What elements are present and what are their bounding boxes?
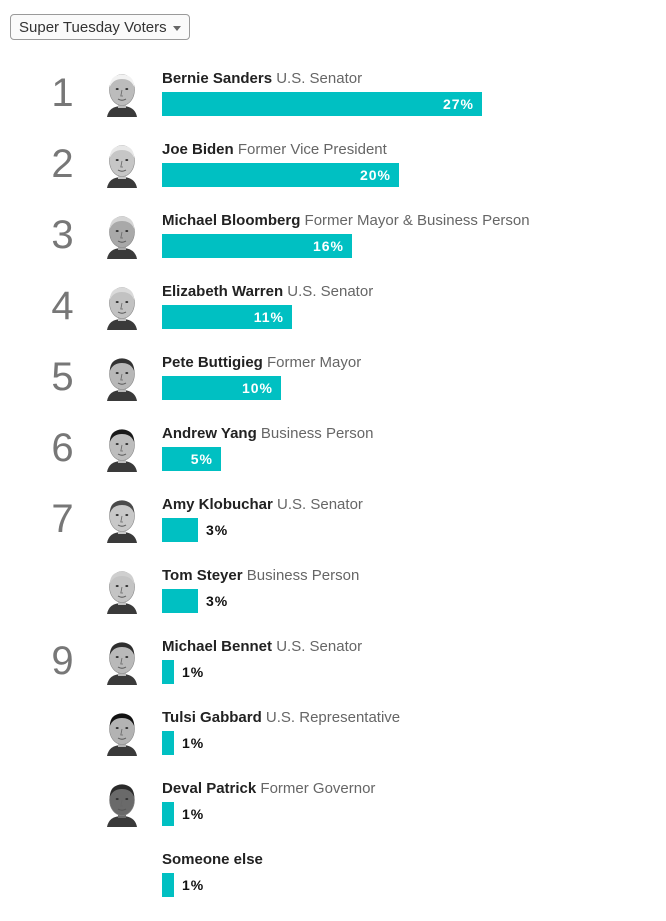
candidate-title: U.S. Senator	[272, 638, 363, 655]
bar	[162, 305, 292, 329]
data-label: 27%	[442, 96, 474, 112]
rank-number: 1	[51, 71, 74, 115]
candidate-row: 1 Bernie Sanders U.S. Senator 27%	[0, 69, 666, 140]
data-label: 1%	[182, 735, 205, 751]
candidate-title: Former Mayor	[262, 354, 362, 371]
face-tom-steyer	[107, 571, 137, 614]
bar	[162, 92, 482, 116]
candidate-name: Tulsi Gabbard	[162, 709, 262, 726]
candidate-name-line: Joe Biden Former Vice President	[162, 141, 387, 159]
face-andrew-yang	[107, 429, 137, 472]
candidate-name: Andrew Yang	[162, 425, 257, 442]
candidate-title: U.S. Senator	[272, 496, 363, 513]
candidate-row: Someone else 1%	[0, 850, 666, 921]
candidate-row: Deval Patrick Former Governor 1%	[0, 779, 666, 850]
bar	[162, 234, 352, 258]
candidate-name: Someone else	[162, 851, 263, 868]
bar	[162, 731, 174, 755]
bar	[162, 589, 198, 613]
bar	[162, 518, 198, 542]
data-label: 10%	[241, 380, 273, 396]
candidate-name: Deval Patrick	[162, 780, 257, 797]
face-tulsi-gabbard	[107, 713, 137, 756]
candidate-title: U.S. Representative	[261, 709, 401, 726]
face-elizabeth-warren	[107, 287, 137, 330]
bar	[162, 660, 174, 684]
candidate-row: 2 Joe Biden Former Vice President 20%	[0, 140, 666, 211]
candidate-name: Michael Bennet	[162, 638, 273, 655]
caret-down-icon	[172, 25, 181, 31]
data-label: 1%	[182, 877, 205, 893]
candidate-row: 3 Michael Bloomberg Former Mayor & Busine…	[0, 211, 666, 282]
candidate-name-line: Amy Klobuchar U.S. Senator	[162, 496, 363, 514]
candidate-title: U.S. Senator	[283, 283, 374, 300]
candidate-name: Tom Steyer	[162, 567, 243, 584]
candidate-name-line: Elizabeth Warren U.S. Senator	[162, 283, 373, 301]
face-michael-bloomberg	[107, 216, 137, 259]
candidate-name: Amy Klobuchar	[162, 496, 273, 513]
data-label: 1%	[182, 664, 205, 680]
data-label: 5%	[190, 451, 213, 467]
bar	[162, 376, 281, 400]
bar	[162, 802, 174, 826]
rank-number: 9	[51, 639, 74, 683]
data-label: 3%	[206, 522, 229, 538]
rank-number: 6	[51, 426, 74, 470]
candidate-name: Michael Bloomberg	[162, 212, 301, 229]
candidate-title: Business Person	[242, 567, 360, 584]
candidate-row: Tom Steyer Business Person 3%	[0, 566, 666, 637]
candidate-name: Joe Biden	[162, 141, 234, 158]
rank-number: 3	[51, 213, 74, 257]
candidate-name: Elizabeth Warren	[162, 283, 284, 300]
face-deval-patrick	[107, 784, 137, 827]
candidate-title: U.S. Senator	[272, 70, 363, 87]
face-pete-buttigieg	[107, 358, 137, 401]
rank-number: 7	[51, 497, 74, 541]
candidate-name-line: Tom Steyer Business Person	[162, 567, 359, 585]
candidate-title: Former Vice President	[233, 141, 387, 158]
candidate-name-line: Deval Patrick Former Governor	[162, 780, 375, 798]
bar	[162, 447, 221, 471]
data-label: 3%	[206, 593, 229, 609]
candidate-row: 6 Andrew Yang Business Person 5%	[0, 424, 666, 495]
candidate-title: Business Person	[256, 425, 374, 442]
candidate-row: 9 Michael Bennet U.S. Senator 1%	[0, 637, 666, 708]
candidate-title: Former Mayor & Business Person	[300, 212, 530, 229]
face-bernie-sanders	[107, 74, 137, 117]
candidate-name-line: Michael Bloomberg Former Mayor & Busines…	[162, 212, 530, 230]
candidate-name: Bernie Sanders	[162, 70, 273, 87]
candidate-row: Tulsi Gabbard U.S. Representative 1%	[0, 708, 666, 779]
candidate-row: 5 Pete Buttigieg Former Mayor 10%	[0, 353, 666, 424]
voter-filter-dropdown[interactable]: Super Tuesday Voters	[10, 14, 190, 40]
face-joe-biden	[107, 145, 137, 188]
data-label: 1%	[182, 806, 205, 822]
candidate-row: 4 Elizabeth Warren U.S. Senator 11%	[0, 282, 666, 353]
data-label: 11%	[253, 309, 284, 325]
dropdown-selected-label: Super Tuesday Voters	[19, 18, 167, 36]
candidate-name-line: Andrew Yang Business Person	[162, 425, 373, 443]
face-amy-klobuchar	[107, 500, 137, 543]
candidate-name-line: Michael Bennet U.S. Senator	[162, 638, 362, 656]
data-label: 16%	[312, 238, 344, 254]
candidate-name-line: Someone else	[162, 851, 263, 869]
candidate-name: Pete Buttigieg	[162, 354, 263, 371]
bar	[162, 163, 399, 187]
candidate-name-line: Bernie Sanders U.S. Senator	[162, 70, 362, 88]
candidate-row: 7 Amy Klobuchar U.S. Senator 3%	[0, 495, 666, 566]
rank-number: 4	[51, 284, 74, 328]
candidate-name-line: Tulsi Gabbard U.S. Representative	[162, 709, 400, 727]
rank-number: 2	[51, 142, 74, 186]
face-michael-bennet	[107, 642, 137, 685]
rank-number: 5	[51, 355, 74, 399]
data-label: 20%	[359, 167, 391, 183]
candidate-title: Former Governor	[256, 780, 376, 797]
bar	[162, 873, 174, 897]
candidate-name-line: Pete Buttigieg Former Mayor	[162, 354, 361, 372]
